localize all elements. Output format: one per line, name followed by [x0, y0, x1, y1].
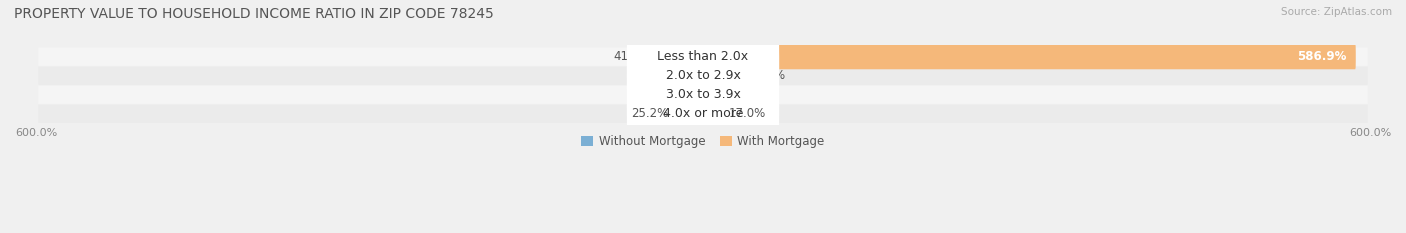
- FancyBboxPatch shape: [627, 5, 779, 147]
- Text: 41.0%: 41.0%: [613, 50, 651, 63]
- FancyBboxPatch shape: [703, 63, 742, 88]
- FancyBboxPatch shape: [627, 24, 779, 166]
- FancyBboxPatch shape: [38, 67, 1368, 85]
- Text: 3.0x to 3.9x: 3.0x to 3.9x: [665, 88, 741, 101]
- FancyBboxPatch shape: [675, 63, 703, 88]
- FancyBboxPatch shape: [657, 44, 703, 69]
- Text: 586.9%: 586.9%: [1298, 50, 1347, 63]
- Text: Source: ZipAtlas.com: Source: ZipAtlas.com: [1281, 7, 1392, 17]
- Text: 17.0%: 17.0%: [728, 107, 766, 120]
- FancyBboxPatch shape: [627, 0, 779, 127]
- Text: 28.6%: 28.6%: [741, 88, 779, 101]
- FancyBboxPatch shape: [38, 105, 1368, 123]
- FancyBboxPatch shape: [703, 101, 723, 126]
- Text: Less than 2.0x: Less than 2.0x: [658, 50, 748, 63]
- FancyBboxPatch shape: [693, 82, 703, 107]
- FancyBboxPatch shape: [703, 82, 735, 107]
- Text: 25.1%: 25.1%: [631, 69, 668, 82]
- Legend: Without Mortgage, With Mortgage: Without Mortgage, With Mortgage: [576, 130, 830, 153]
- Text: 34.8%: 34.8%: [748, 69, 786, 82]
- Text: 2.0x to 2.9x: 2.0x to 2.9x: [665, 69, 741, 82]
- FancyBboxPatch shape: [38, 48, 1368, 66]
- FancyBboxPatch shape: [38, 86, 1368, 104]
- Text: 25.2%: 25.2%: [631, 107, 668, 120]
- FancyBboxPatch shape: [703, 44, 1355, 69]
- FancyBboxPatch shape: [627, 43, 779, 185]
- Text: PROPERTY VALUE TO HOUSEHOLD INCOME RATIO IN ZIP CODE 78245: PROPERTY VALUE TO HOUSEHOLD INCOME RATIO…: [14, 7, 494, 21]
- Text: 4.0x or more: 4.0x or more: [662, 107, 744, 120]
- Text: 8.7%: 8.7%: [657, 88, 686, 101]
- FancyBboxPatch shape: [675, 101, 703, 126]
